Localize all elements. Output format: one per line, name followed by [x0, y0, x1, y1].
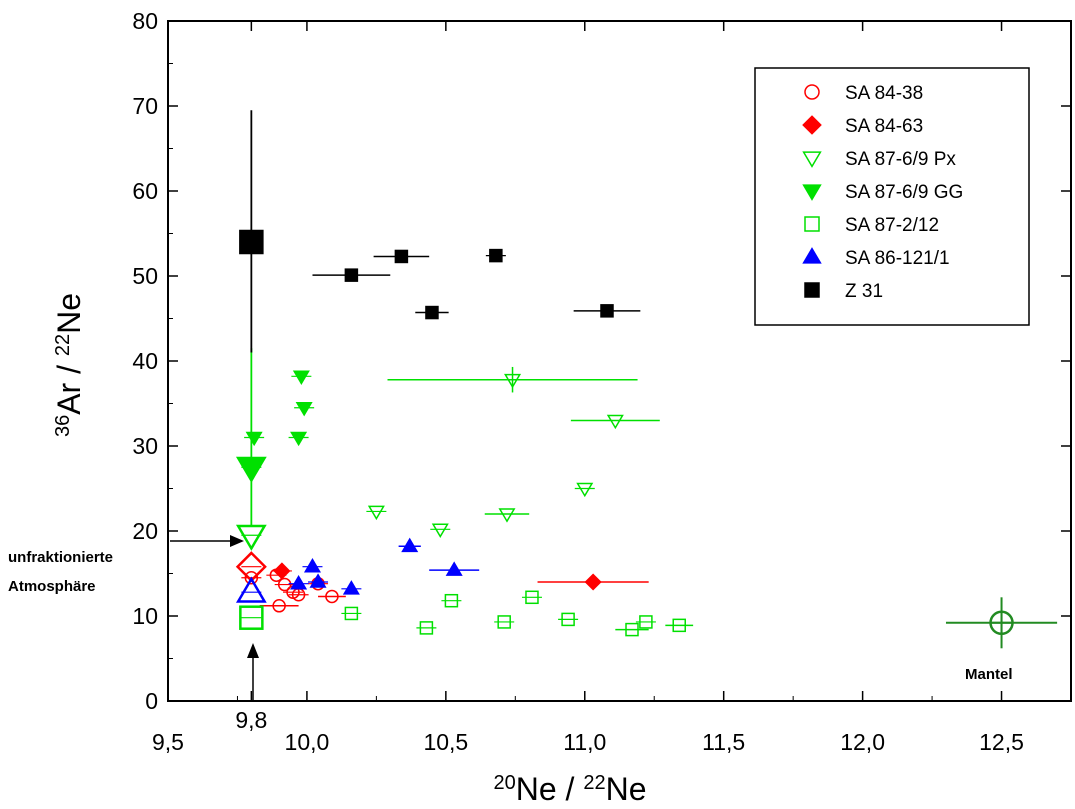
- series-sa-87-6-9-gg-point: [235, 456, 267, 483]
- series-z-31-point: [344, 268, 359, 282]
- series-sa-87-2-12-point: [497, 615, 511, 629]
- legend-label: SA 84-63: [845, 116, 923, 137]
- annotation-mantel: Mantel: [965, 666, 1013, 683]
- series-z-31-point: [600, 304, 614, 318]
- series-sa-86-121-1-point: [445, 561, 463, 576]
- series-sa-87-6-9-px-point: [606, 414, 624, 430]
- y-axis-title: 36Ar / 22Ne: [51, 293, 87, 437]
- arrowhead-vertical: [247, 643, 259, 658]
- legend-marker: [804, 282, 820, 298]
- series-z-31-point: [425, 305, 439, 320]
- series-sa-86-121-1-point: [303, 558, 321, 573]
- x-tick-label: 9,5: [152, 729, 184, 755]
- y-tick-label: 40: [132, 348, 158, 374]
- series-sa-87-6-9-px-point: [504, 373, 522, 389]
- legend-box: [754, 67, 1030, 326]
- y-tick-label: 0: [145, 688, 158, 714]
- series-sa-86-121-1-point: [342, 580, 360, 595]
- y-tick-label: 30: [132, 433, 158, 459]
- series-sa-87-6-9-px-point: [235, 524, 267, 551]
- series-sa-87-2-12-point: [239, 605, 264, 630]
- y-axis: 0 10 20 30 40 50 60 70 80: [132, 8, 1071, 714]
- series-sa-84-38-point: [325, 589, 339, 604]
- series-sa-87-6-9-gg-point: [295, 401, 313, 417]
- series-z-31-point: [489, 248, 503, 263]
- x-tick-label: 11,0: [563, 729, 606, 755]
- series-z-31-point: [394, 249, 409, 264]
- x-tick-label: 10,5: [423, 729, 468, 755]
- series-sa-87-6-9-px-point: [367, 505, 385, 521]
- legend-label: SA 86-121/1: [845, 248, 950, 269]
- series-sa-87-2-12-point: [625, 622, 639, 637]
- legend-label: SA 87-6/9 GG: [845, 182, 963, 203]
- legend-marker: [804, 84, 820, 100]
- legend-marker: [802, 247, 822, 264]
- y-tick-label: 10: [132, 603, 158, 629]
- series-sa-87-6-9-px-point: [498, 508, 516, 523]
- series-sa-84-38-point: [277, 577, 292, 592]
- x-tick-label: 11,5: [702, 729, 745, 755]
- annotation-atmosphaere: Atmosphäre: [8, 578, 96, 595]
- legend-label: SA 87-2/12: [845, 215, 939, 236]
- series-sa-86-121-1-point: [401, 537, 419, 553]
- x-tick-label: 12,5: [979, 729, 1024, 755]
- arrowhead-horizontal: [230, 535, 244, 547]
- series-sa-87-2-12-point: [639, 615, 653, 629]
- legend-label: SA 87-6/9 Px: [845, 149, 956, 170]
- x-tick-label: 10,0: [285, 729, 330, 755]
- x-axis-title: 20Ne / 22Ne: [494, 771, 647, 807]
- y-tick-label: 70: [132, 93, 158, 119]
- annotation-unfraktionierte: unfraktionierte: [8, 549, 113, 566]
- series-sa-87-2-12-point: [419, 621, 434, 635]
- y-tick-label: 60: [132, 178, 158, 204]
- series-sa-87-6-9-gg-point: [292, 370, 310, 385]
- legend-label: SA 84-38: [845, 83, 923, 104]
- y-tick-label: 20: [132, 518, 158, 544]
- series-sa-84-63-point: [273, 562, 291, 580]
- y-tick-label: 80: [132, 8, 158, 34]
- series-sa-87-2-12-point: [525, 590, 539, 605]
- series-sa-86-121-1-point: [235, 576, 267, 603]
- legend-marker: [802, 151, 822, 168]
- x-axis: 9,5 9,8 10,0 10,5 11,0 11,5 12,0 12,5: [152, 21, 1024, 755]
- legend-marker: [802, 115, 822, 135]
- legend-label: Z 31: [845, 281, 883, 302]
- series-sa-87-2-12-point: [444, 593, 459, 608]
- series-sa-84-38-point: [272, 599, 286, 613]
- series-sa-87-6-9-gg-point: [245, 431, 263, 447]
- data-marks: [235, 110, 1058, 649]
- series-sa-87-6-9-gg-point: [290, 431, 308, 447]
- x-tick-label: 12,0: [840, 729, 885, 755]
- series-sa-86-121-1-point: [309, 573, 327, 588]
- series-sa-87-2-12-point: [561, 612, 575, 627]
- series-z-31-point: [239, 229, 264, 255]
- legend-marker: [804, 216, 820, 232]
- series-sa-87-2-12-point: [344, 606, 359, 621]
- series-sa-87-6-9-px-point: [431, 523, 449, 538]
- annotation-arrows: [170, 535, 259, 702]
- y-tick-label: 50: [132, 263, 158, 289]
- series-sa-84-63-point: [584, 573, 602, 591]
- legend-marker: [802, 184, 822, 201]
- series-sa-84-38-point: [244, 571, 259, 585]
- series-sa-87-6-9-px-point: [576, 482, 594, 498]
- series-sa-86-121-1-point: [290, 575, 308, 590]
- legend: SA 84-38 SA 84-63 SA 87-6/9 Px SA 87-6/9 GG…: [754, 67, 1030, 326]
- x-tick-label: 9,8: [235, 707, 267, 733]
- series-sa-87-2-12-point: [672, 618, 686, 633]
